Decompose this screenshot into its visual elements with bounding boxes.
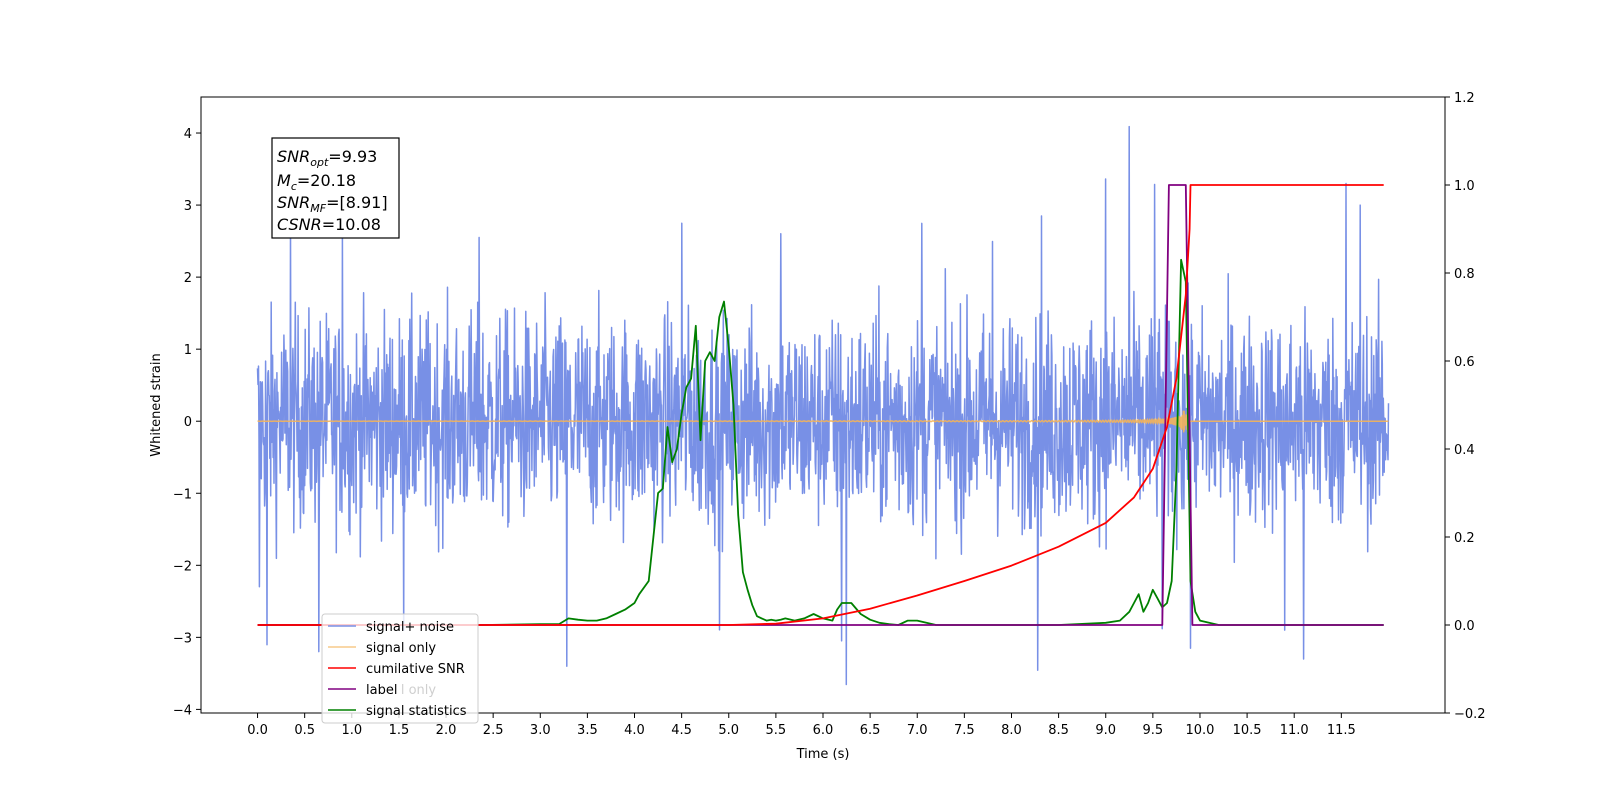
y2-tick-label: −0.2 (1454, 707, 1486, 722)
y-tick-label: 2 (184, 271, 192, 286)
y2-tick-label: 0.8 (1454, 267, 1475, 282)
x-tick-label: 11.0 (1280, 723, 1309, 738)
x-tick-label: 0.0 (247, 723, 268, 738)
y-tick-label: −4 (173, 703, 192, 718)
legend: signal+ noise signal only cumilative SNR… (321, 613, 479, 724)
x-tick-label: 7.0 (907, 723, 928, 738)
series-signal-only (257, 410, 1389, 433)
y2-tick-label: 0.0 (1454, 619, 1475, 634)
series-signal-statistics (257, 258, 1384, 626)
plot-area (256, 125, 1390, 686)
legend-item-noise: signal+ noise (328, 620, 454, 635)
series-cumulative-snr (257, 184, 1384, 626)
x-tick-label: 8.0 (1001, 723, 1022, 738)
x-tick-label: 6.0 (813, 723, 834, 738)
y2-tick-label: 1.0 (1454, 179, 1475, 194)
annotation-mc: Mc=20.18 (277, 171, 356, 193)
annotation-csnr: CSNR=10.08 (277, 215, 381, 234)
y2-tick-label: 0.2 (1454, 531, 1475, 546)
legend-item-stats: signal statistics (328, 704, 467, 719)
x-axis-label: Time (s) (796, 747, 850, 762)
x-tick-label: 5.5 (766, 723, 787, 738)
x-tick-label: 5.0 (718, 723, 739, 738)
y-tick-label: −1 (173, 487, 192, 502)
x-tick-label: 7.5 (954, 723, 975, 738)
legend-label: signal only (366, 641, 436, 656)
y-axis-label: Whitened strain (149, 353, 164, 456)
legend-item-csnr: cumilative SNR (328, 662, 465, 677)
series-label (257, 184, 1384, 626)
axes: 0.0 0.5 1.0 1.5 2.0 2.5 3.0 3.5 4.0 4.5 5.0 5.5 6.0 6… (173, 91, 1486, 738)
x-tick-label: 0.5 (294, 723, 315, 738)
annotation-snr-mf: SNRMF=[8.91] (277, 193, 388, 215)
y2-tick-label: 0.6 (1454, 355, 1475, 370)
legend-label: signal+ noise (366, 620, 454, 635)
legend-frame (321, 613, 479, 724)
x-tick-label: 2.0 (436, 723, 457, 738)
x-tick-label: 8.5 (1048, 723, 1069, 738)
y2-tick-label: 1.2 (1454, 91, 1475, 106)
legend-label: signal statistics (366, 704, 467, 719)
annotation-snr-opt: SNRopt=9.93 (277, 147, 377, 169)
x-tick-label: 11.5 (1327, 723, 1356, 738)
x-tick-label: 10.0 (1185, 723, 1214, 738)
series-signal-noise (256, 125, 1390, 686)
y-tick-label: 0 (184, 415, 192, 430)
legend-item-signal: signal only (328, 641, 436, 656)
x-tick-label: 10.5 (1233, 723, 1262, 738)
legend-item-label: signal only label (328, 680, 436, 698)
y-tick-label: 3 (184, 199, 192, 214)
x-tick-label: 9.5 (1143, 723, 1164, 738)
y-tick-label: 4 (184, 127, 192, 142)
y-tick-label: −2 (173, 559, 192, 574)
metrics-annotation: SNRopt=9.93 Mc=20.18 SNRMF=[8.91] CSNR=1… (271, 137, 400, 239)
legend-label-backdrop (365, 680, 401, 698)
y-tick-label: −3 (173, 631, 192, 646)
y2-tick-label: 0.4 (1454, 443, 1475, 458)
x-tick-label: 3.0 (530, 723, 551, 738)
x-tick-label: 9.0 (1095, 723, 1116, 738)
x-tick-label: 6.5 (860, 723, 881, 738)
x-tick-label: 4.0 (624, 723, 645, 738)
x-tick-label: 1.5 (389, 723, 410, 738)
x-tick-label: 2.5 (483, 723, 504, 738)
x-tick-label: 3.5 (577, 723, 598, 738)
annotation-box (271, 137, 400, 239)
x-tick-label: 1.0 (341, 723, 362, 738)
x-tick-label: 4.5 (671, 723, 692, 738)
y-tick-label: 1 (184, 343, 192, 358)
legend-label: cumilative SNR (366, 662, 465, 677)
legend-label: label (366, 683, 397, 698)
